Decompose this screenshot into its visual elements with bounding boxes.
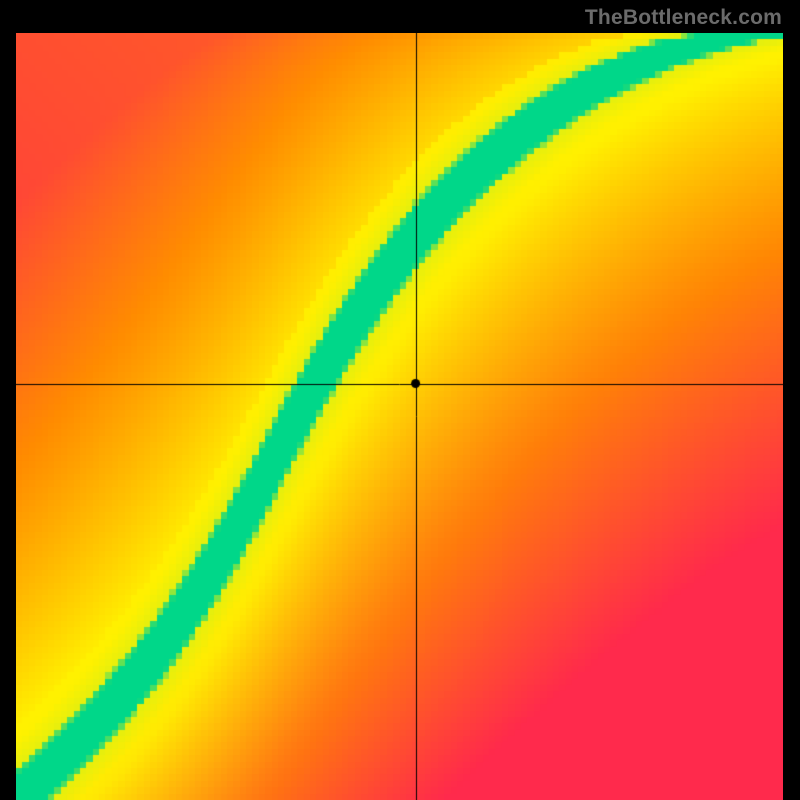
crosshair-overlay xyxy=(16,33,783,800)
watermark-text: TheBottleneck.com xyxy=(585,6,782,30)
chart-container: TheBottleneck.com xyxy=(0,0,800,800)
